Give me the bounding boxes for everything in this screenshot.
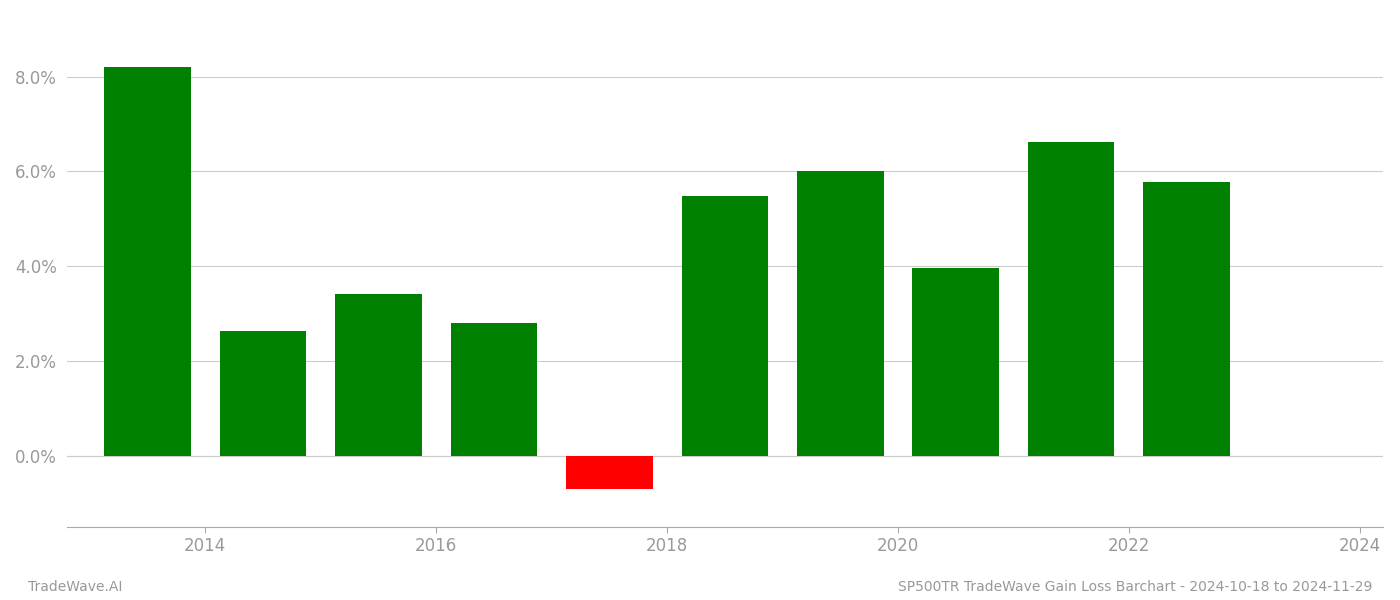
Text: TradeWave.AI: TradeWave.AI — [28, 580, 122, 594]
Bar — [220, 331, 307, 455]
Bar — [1028, 142, 1114, 455]
Bar — [1144, 182, 1231, 455]
Bar — [451, 323, 538, 455]
Bar — [104, 67, 190, 455]
Text: SP500TR TradeWave Gain Loss Barchart - 2024-10-18 to 2024-11-29: SP500TR TradeWave Gain Loss Barchart - 2… — [897, 580, 1372, 594]
Bar — [682, 196, 769, 455]
Bar — [335, 295, 421, 455]
Bar — [566, 455, 652, 488]
Bar — [797, 172, 883, 455]
Bar — [913, 268, 1000, 455]
